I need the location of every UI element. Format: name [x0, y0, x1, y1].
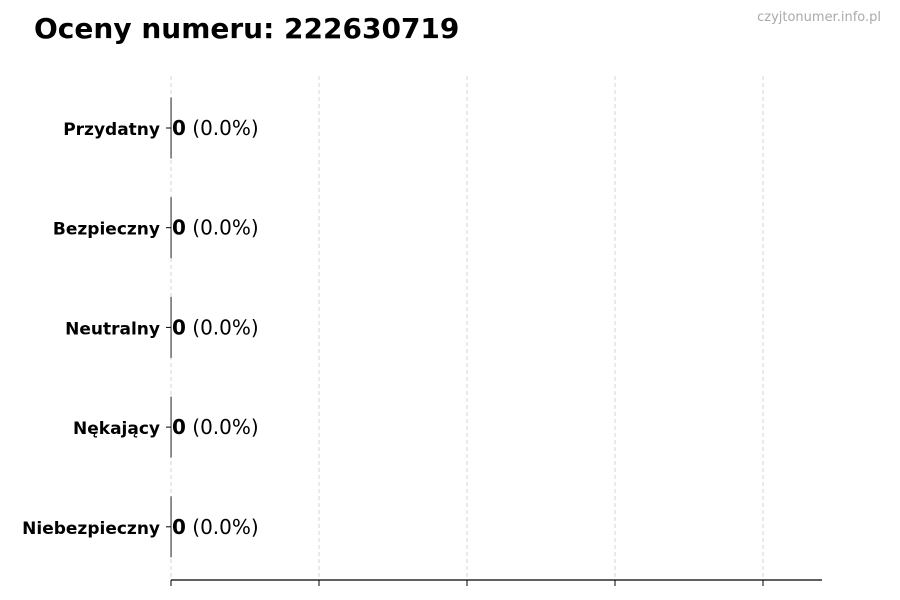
- percent-label: (0.0%): [186, 415, 259, 439]
- data-label: 0 (0.0%): [172, 515, 259, 539]
- count-label: 0: [172, 216, 186, 240]
- data-label: 0 (0.0%): [172, 415, 259, 439]
- percent-label: (0.0%): [186, 116, 259, 140]
- page-title: Oceny numeru: 222630719: [34, 12, 460, 45]
- count-label: 0: [172, 415, 186, 439]
- category-label: Neutralny: [65, 319, 160, 339]
- category-label: Przydatny: [63, 120, 160, 140]
- percent-label: (0.0%): [186, 515, 259, 539]
- percent-label: (0.0%): [186, 216, 259, 240]
- category-label: Nękający: [73, 419, 160, 439]
- watermark: czyjtonumer.info.pl: [757, 10, 881, 25]
- count-label: 0: [172, 515, 186, 539]
- count-label: 0: [172, 116, 186, 140]
- count-label: 0: [172, 315, 186, 339]
- data-label: 0 (0.0%): [172, 116, 259, 140]
- data-label: 0 (0.0%): [172, 216, 259, 240]
- category-label: Niebezpieczny: [22, 519, 160, 539]
- percent-label: (0.0%): [186, 315, 259, 339]
- category-label: Bezpieczny: [53, 220, 160, 240]
- data-label: 0 (0.0%): [172, 315, 259, 339]
